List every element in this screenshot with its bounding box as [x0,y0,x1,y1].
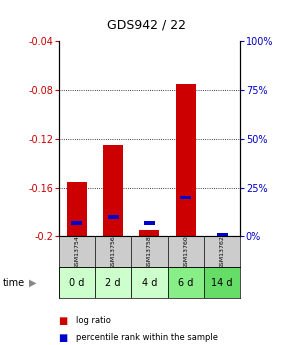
Bar [95,267,131,298]
Text: GDS942 / 22: GDS942 / 22 [107,19,186,32]
Bar [131,267,168,298]
Text: ■: ■ [59,333,68,343]
Text: GSM13762: GSM13762 [219,235,225,269]
Bar [59,267,95,298]
Bar [71,221,82,225]
Bar [144,221,155,225]
Text: GSM13754: GSM13754 [74,235,79,269]
Text: log ratio: log ratio [76,316,111,325]
Text: ■: ■ [59,316,68,326]
Text: GSM13758: GSM13758 [147,235,152,269]
Bar [204,267,240,298]
Bar [139,230,159,236]
Bar [176,84,196,236]
Text: ▶: ▶ [29,278,36,288]
Bar [103,145,123,236]
Text: GSM13756: GSM13756 [110,235,116,269]
Bar [108,215,119,219]
Bar [217,233,228,236]
Text: 6 d: 6 d [178,278,193,288]
Text: 0 d: 0 d [69,278,84,288]
Text: 4 d: 4 d [142,278,157,288]
Text: GSM13760: GSM13760 [183,235,188,269]
Bar [67,181,87,236]
Bar [180,196,191,199]
Text: 2 d: 2 d [105,278,121,288]
Text: percentile rank within the sample: percentile rank within the sample [76,333,218,342]
Text: 14 d: 14 d [211,278,233,288]
Bar [168,267,204,298]
Text: time: time [3,278,25,288]
